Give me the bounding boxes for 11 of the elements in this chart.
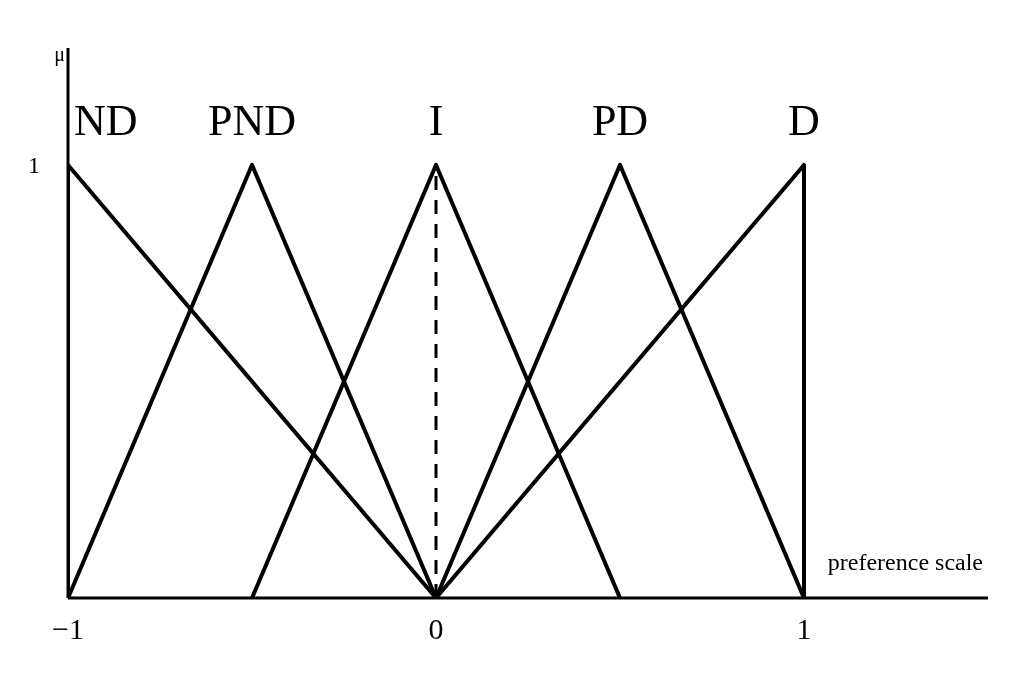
series-label: I	[428, 95, 444, 145]
x-axis-title: preference scale	[827, 549, 983, 576]
series-label: D	[788, 95, 820, 145]
text: 1	[28, 152, 40, 179]
x-tick-label: 0	[428, 612, 444, 646]
y-axis-title: μ	[54, 43, 65, 67]
series-label: PD	[591, 95, 649, 145]
x-tick-label: −1	[52, 612, 84, 646]
x-tick-label: 1	[796, 612, 812, 646]
series-label: ND	[74, 95, 138, 145]
series-label: PND	[207, 95, 297, 145]
